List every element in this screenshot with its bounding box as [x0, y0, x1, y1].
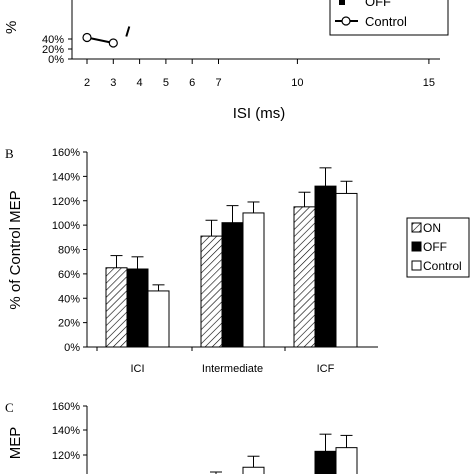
panel-b-bar-on [200, 235, 223, 348]
panel-a-y-tick-label: 20% [42, 44, 64, 56]
panel-a-off-line [125, 26, 131, 37]
panel-b-x-ticks: ICI Intermediate ICF [96, 347, 335, 375]
panel-a-ylabel: % [3, 21, 20, 34]
panel-b-x-tick-label: Intermediate [202, 363, 263, 375]
panel-a-chart: % 40%20%0% 2 3 4 5 6 7 10 15 ISI (ms) OFF Contr… [3, 0, 449, 122]
panel-b-ylabel: % of Control MEP [7, 190, 24, 309]
panel-b-bar-off [126, 268, 149, 348]
panel-b-bar-control [335, 192, 358, 348]
panel-b-bar-off [314, 185, 337, 348]
panel-b-legend-control-label: Control [423, 259, 462, 273]
panel-b-chart: B % of Control MEP 0% 20% 40% 60% 80% 100% 120… [5, 146, 470, 375]
panel-b-legend-off-label: OFF [423, 240, 447, 254]
panel-b-legend-on-label: ON [423, 221, 441, 235]
panel-a-control-point [82, 32, 92, 43]
panel-a-x-tick-label: 3 [110, 77, 116, 89]
panel-b-letter: B [5, 146, 14, 161]
panel-a-legend-box [329, 0, 449, 36]
panel-b-y-tick-label: 140% [52, 171, 80, 183]
panel-a-x-tick-label: 10 [291, 77, 303, 89]
panel-b-y-tick-label: 80% [58, 245, 80, 257]
panel-b-y-ticks: 0% 20% 40% 60% 80% 100% 120% 140% 160% [52, 147, 87, 354]
panel-a-x-tick-label: 6 [189, 77, 195, 89]
panel-a-control-point [108, 38, 118, 48]
panel-a-x-tick-label: 4 [137, 77, 143, 89]
panel-c-chart: C MEP 160% 140% 120% [5, 400, 358, 474]
panel-b-x-tick-label: ICF [317, 363, 335, 375]
panel-a-legend-control-label: Control [365, 14, 407, 29]
panel-a-series [82, 26, 131, 48]
panel-c-bar-off [314, 450, 337, 474]
panel-a-legend-control-marker [341, 16, 351, 26]
panel-b-legend-control-swatch [411, 260, 422, 271]
panel-b-bars [105, 167, 358, 348]
panel-a-y-tick-label: 40% [42, 34, 64, 46]
panel-c-y-tick-label: 120% [52, 450, 80, 462]
panel-a-x-tick-label: 2 [84, 77, 90, 89]
panel-a-xlabel: ISI (ms) [233, 105, 286, 122]
panel-b-bar-on [105, 267, 128, 348]
panel-b-y-tick-label: 20% [58, 318, 80, 330]
panel-b-legend-on-swatch [411, 222, 422, 233]
panel-b-y-tick-label: 0% [64, 342, 80, 354]
panel-c-bar-control [242, 466, 265, 474]
panel-c-bars [210, 433, 358, 474]
panel-b-y-tick-label: 100% [52, 220, 80, 232]
panel-b-y-tick-label: 40% [58, 293, 80, 305]
panel-b-legend-off-swatch [411, 241, 422, 252]
panel-b-y-tick-label: 120% [52, 196, 80, 208]
panel-c-letter: C [5, 400, 14, 415]
panel-a-x-ticks: 2 3 4 5 6 7 10 15 [84, 59, 435, 89]
panel-b-y-tick-label: 60% [58, 269, 80, 281]
panel-b-bar-off [221, 222, 244, 348]
panel-c-ylabel: MEP [7, 427, 24, 460]
panel-a-legend-off-swatch [339, 0, 345, 5]
panel-b-bar-control [147, 290, 170, 348]
panel-a-x-tick-label: 5 [163, 77, 169, 89]
panel-c-y-ticks: 160% 140% 120% [52, 401, 87, 462]
panel-b-bar-on [293, 206, 316, 348]
panel-b-bar-control [242, 212, 265, 348]
panel-c-y-tick-label: 160% [52, 401, 80, 413]
panel-b-x-tick-label: ICI [130, 363, 144, 375]
panel-b-y-tick-label: 160% [52, 147, 80, 159]
panel-a-x-tick-label: 15 [423, 77, 435, 89]
panel-a-y-ticks: 40%20%0% [42, 34, 72, 66]
panel-a-x-tick-label: 7 [215, 77, 221, 89]
panel-c-bar-control [335, 447, 358, 474]
panel-a-legend-off-label: OFF [365, 0, 391, 9]
panel-a-y-tick-label: 0% [48, 54, 64, 66]
panel-c-y-tick-label: 140% [52, 425, 80, 437]
